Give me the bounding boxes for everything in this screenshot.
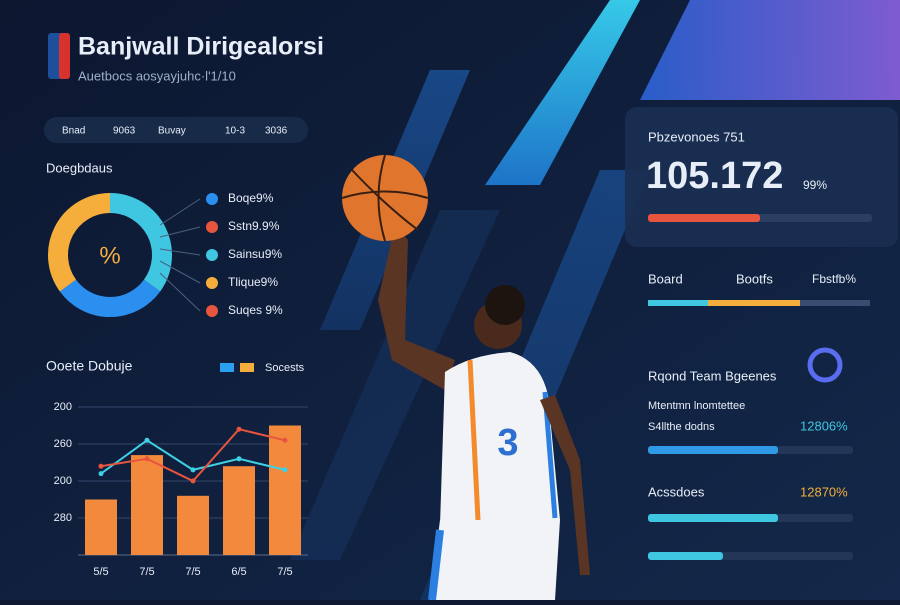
x-tick-label: 7/5 — [139, 566, 154, 578]
nav-bar — [44, 117, 308, 143]
line-point — [190, 478, 196, 484]
leader-line — [159, 226, 201, 238]
board-bar — [708, 300, 800, 306]
nav: Bnad 9063 Buvay 10-3 3036 — [62, 126, 288, 137]
stat-card — [625, 107, 898, 247]
row-bar — [648, 514, 778, 522]
svg-text:3: 3 — [497, 422, 518, 464]
leader-line — [159, 260, 201, 284]
legend-label: Tlique9% — [228, 275, 278, 289]
donut-title: Doegbdaus — [46, 160, 113, 175]
donut — [48, 193, 172, 317]
chart-title: Ooete Dobuje — [46, 358, 133, 374]
legend-dot — [206, 277, 218, 289]
board-label: Fbstfb% — [812, 272, 856, 286]
row-bar — [648, 552, 723, 560]
line-point — [98, 463, 104, 469]
progress-fill — [648, 214, 760, 222]
donut-segment — [59, 279, 161, 317]
legend-swatch — [220, 363, 234, 372]
decor-strip — [290, 210, 500, 560]
legend-dot — [206, 305, 218, 317]
team-sub: Mtentmn lnomtettee — [648, 400, 745, 412]
team-row-value: 12870% — [800, 484, 848, 499]
decor-strip — [640, 0, 900, 100]
nav-item: Bnad — [62, 126, 85, 137]
legend-dot — [206, 249, 218, 261]
x-tick-label: 6/5 — [231, 566, 246, 578]
board-bar — [648, 300, 708, 306]
bar — [269, 425, 301, 555]
x-tick-label: 7/5 — [277, 566, 292, 578]
chart: 280 200 260 200 Socests 5/5 7/5 7/5 6/5 7/5 — [54, 362, 308, 578]
donut-segment — [109, 193, 172, 292]
stat-value: 105.172 — [646, 155, 783, 197]
legend-dot — [206, 193, 218, 205]
bar — [177, 495, 209, 555]
logo — [59, 33, 70, 79]
legend: Boqe9% Sstn9.9% Sainsu9% Tlique9% Suqes 9% — [159, 191, 283, 317]
legend-swatch — [240, 363, 254, 372]
x-tick-label: 5/5 — [93, 566, 108, 578]
board-label: Board — [648, 271, 683, 286]
nav-item: 3036 — [265, 126, 288, 137]
stat-change: 99% — [803, 178, 827, 192]
legend-label: Boqe9% — [228, 191, 274, 205]
line-point — [282, 467, 288, 473]
leader-line — [159, 248, 201, 256]
donut-center: % — [99, 242, 120, 269]
legend-label: Socests — [265, 362, 305, 374]
line-point — [98, 471, 104, 477]
legend-label: Sstn9.9% — [228, 219, 280, 233]
bar — [223, 466, 255, 555]
legend-label: Sainsu9% — [228, 247, 282, 261]
subtitle: Auetbocs aosyayjuhc·l'1/10 — [78, 68, 236, 83]
team-row-value: 12806% — [800, 418, 848, 433]
leader-line — [159, 198, 201, 226]
nav-item: 9063 — [113, 126, 136, 137]
line-point — [144, 456, 150, 462]
y-tick-label: 260 — [54, 438, 72, 450]
legend-label: Suqes 9% — [228, 303, 283, 317]
nav-item: Buvay — [158, 126, 186, 137]
bar — [85, 499, 117, 555]
legend-dot — [206, 221, 218, 233]
ring-icon — [807, 347, 843, 383]
bar — [131, 455, 163, 555]
x-tick-label: 7/5 — [185, 566, 200, 578]
stat-title: Pbzevonoes 751 — [648, 129, 745, 144]
team-row-label: S4llthe dodns — [648, 421, 715, 433]
team-title: Rqond Team Bgeenes — [648, 368, 777, 383]
y-tick-label: 200 — [54, 401, 72, 413]
player: 3 — [341, 154, 590, 601]
line-point — [190, 467, 196, 473]
decor-strip — [485, 0, 640, 185]
title: Banjwall Dirigealorsi — [78, 33, 324, 61]
y-tick-label: 280 — [54, 512, 72, 524]
line-point — [236, 456, 242, 462]
team-row-label: Acssdoes — [648, 484, 705, 499]
row-bar — [648, 446, 778, 454]
leader-line — [159, 272, 201, 312]
board-bar — [800, 300, 870, 306]
y-tick-label: 200 — [54, 475, 72, 487]
nav-item: 10-3 — [225, 126, 245, 137]
donut-segment — [48, 193, 111, 292]
line-point — [282, 437, 288, 443]
board-label: Bootfs — [736, 271, 773, 286]
line-point — [236, 426, 242, 432]
line-point — [144, 437, 150, 443]
